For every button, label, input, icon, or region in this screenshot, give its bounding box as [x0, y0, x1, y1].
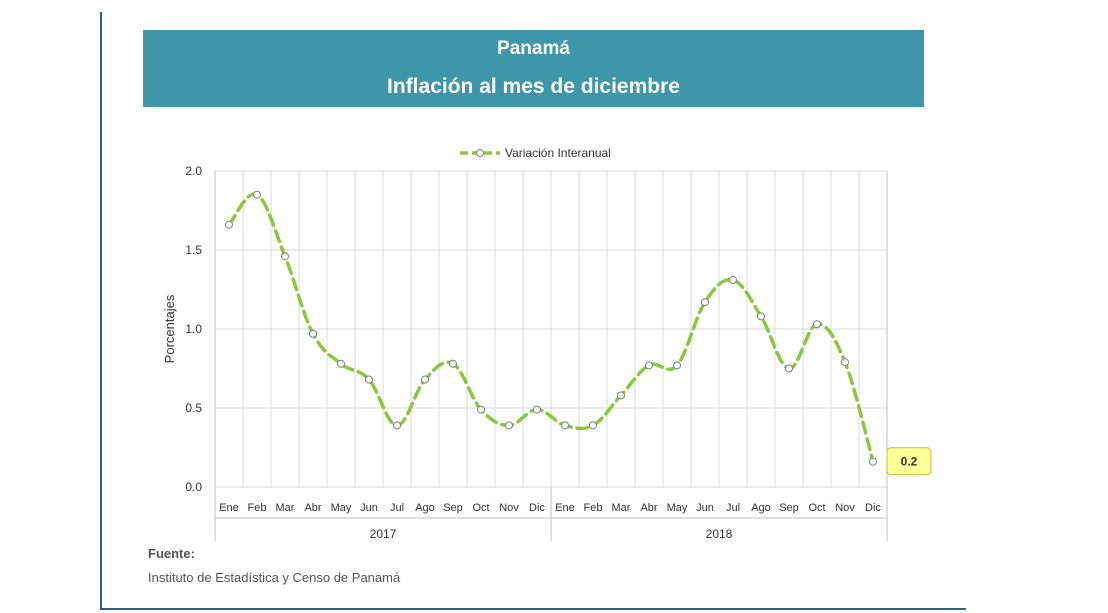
- data-point: [701, 298, 709, 307]
- data-point: [533, 405, 541, 414]
- data-point: [785, 364, 793, 373]
- y-tick-label: 1.0: [185, 322, 202, 336]
- y-tick-label: 1.5: [185, 243, 202, 257]
- x-tick-label: Jul: [390, 502, 404, 514]
- legend-label: Variación Interanual: [505, 146, 611, 160]
- x-tick-label: Sep: [779, 502, 799, 514]
- frame-border-left: [100, 12, 102, 610]
- data-point: [813, 320, 821, 329]
- x-tick-label: Abr: [304, 502, 321, 514]
- data-point: [645, 361, 653, 370]
- data-point: [673, 361, 681, 370]
- y-tick-label: 0.5: [185, 401, 202, 415]
- data-point: [477, 405, 485, 414]
- data-label-text: 0.2: [901, 455, 918, 469]
- data-point: [309, 329, 317, 338]
- data-point: [617, 391, 625, 400]
- chart-title-band: Panamá Inflación al mes de diciembre: [143, 30, 924, 107]
- data-point: [729, 276, 737, 285]
- source-text: Instituto de Estadística y Censo de Pana…: [148, 570, 401, 585]
- source-label: Fuente:: [148, 546, 195, 561]
- x-group-label: 2017: [370, 527, 397, 541]
- data-point: [589, 421, 597, 430]
- data-point: [393, 421, 401, 430]
- x-tick-label: May: [667, 502, 688, 514]
- y-tick-label: 0.0: [185, 480, 202, 494]
- data-point: [421, 375, 429, 384]
- chart-title: Inflación al mes de diciembre: [387, 75, 680, 98]
- data-point: [561, 421, 569, 430]
- x-tick-label: Ago: [415, 502, 435, 514]
- x-tick-label: Jun: [696, 502, 714, 514]
- data-point: [281, 252, 289, 261]
- x-tick-label: Nov: [835, 502, 855, 514]
- data-label-box: [886, 447, 932, 476]
- data-point: [225, 220, 233, 229]
- x-tick-label: Ago: [751, 502, 771, 514]
- data-point: [505, 421, 513, 430]
- y-axis-label: Porcentajes: [162, 294, 177, 363]
- x-tick-label: Oct: [472, 502, 489, 514]
- frame-border-bottom: [100, 608, 966, 610]
- x-tick-label: Oct: [808, 502, 825, 514]
- x-tick-label: Feb: [248, 502, 267, 514]
- x-tick-label: Nov: [499, 502, 519, 514]
- data-point: [449, 359, 457, 368]
- x-tick-label: Feb: [584, 502, 603, 514]
- x-tick-label: Dic: [865, 502, 881, 514]
- series-line-variacion-interanual: [227, 192, 875, 464]
- x-tick-label: Dic: [529, 502, 545, 514]
- data-point: [869, 457, 877, 466]
- x-tick-label: Jun: [360, 502, 378, 514]
- chart-title-country: Panamá: [497, 38, 570, 59]
- x-group-label: 2018: [706, 527, 733, 541]
- x-tick-label: Ene: [555, 502, 575, 514]
- data-point: [253, 190, 261, 199]
- x-tick-label: Mar: [276, 502, 295, 514]
- legend-swatch-marker: [476, 149, 484, 157]
- x-tick-label: May: [331, 502, 352, 514]
- x-tick-label: Abr: [640, 502, 657, 514]
- data-point: [841, 358, 849, 367]
- x-tick-label: Jul: [726, 502, 740, 514]
- x-tick-label: Mar: [612, 502, 631, 514]
- data-point: [757, 312, 765, 321]
- data-point: [337, 359, 345, 368]
- x-tick-label: Ene: [219, 502, 239, 514]
- x-tick-label: Sep: [443, 502, 463, 514]
- data-point: [365, 375, 373, 384]
- y-tick-label: 2.0: [185, 164, 202, 178]
